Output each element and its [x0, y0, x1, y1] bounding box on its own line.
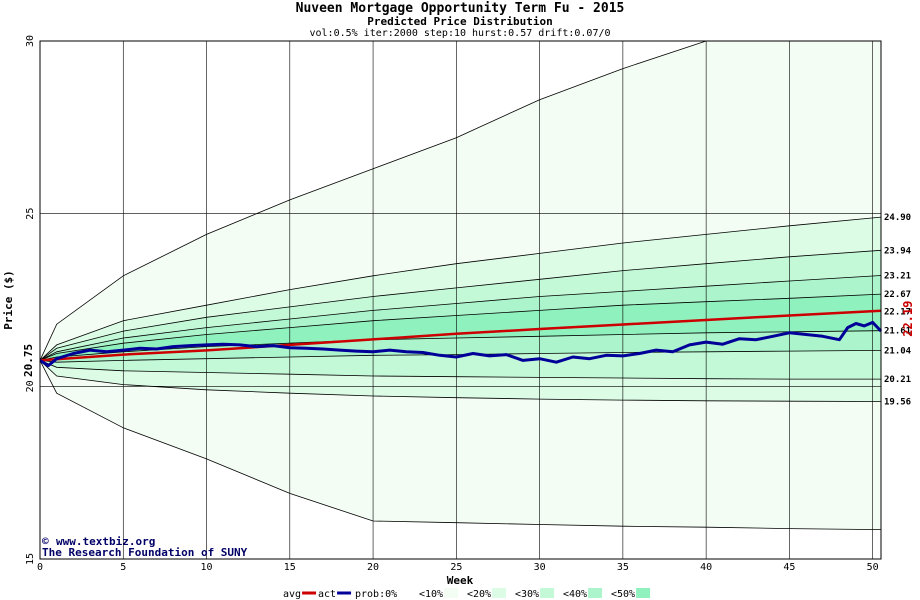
band-end-label: 21.61: [884, 327, 911, 337]
band-boundary-9: [39, 360, 882, 402]
chart-params: vol:0.5% iter:2000 step:10 hurst:0.57 dr…: [309, 28, 610, 39]
x-tick-label: 50: [867, 562, 879, 573]
legend-10-label: <10%: [419, 589, 443, 600]
band-end-label: 21.04: [884, 346, 912, 356]
band-boundary-2: [39, 216, 882, 361]
y-axis-label: Price ($): [2, 270, 15, 330]
credit: © www.textbiz.org The Research Foundatio…: [42, 535, 248, 559]
y-tick-label: 20: [25, 380, 36, 392]
legend: avg act prob:0% <10% <20% <30% <40% <50%: [283, 588, 651, 600]
band-end-label: 22.17: [884, 307, 911, 317]
band-end-label: 22.67: [884, 290, 911, 300]
band-boundary-10: [39, 360, 882, 530]
y-axis-ticks: 15 20 25 30: [25, 35, 36, 565]
chart-title: Nuveen Mortgage Opportunity Term Fu - 20…: [296, 1, 625, 16]
x-axis-label: Week: [447, 574, 474, 587]
band-boundary-3: [39, 249, 882, 361]
legend-swatch: [398, 588, 413, 598]
copyright-icon: ©: [42, 535, 49, 548]
band-boundary-8: [39, 360, 881, 380]
chart-subtitle: Predicted Price Distribution: [367, 15, 552, 28]
band-5-area: [40, 294, 881, 361]
x-tick-label: 10: [201, 562, 213, 573]
plot-area: [39, 40, 883, 560]
legend-avg-label: avg: [283, 589, 301, 600]
y-tick-label: 25: [25, 208, 36, 220]
x-tick-label: 45: [783, 562, 795, 573]
x-tick-label: 25: [450, 562, 462, 573]
x-tick-label: 35: [617, 562, 629, 573]
legend-20-label: <20%: [467, 589, 491, 600]
y-tick-label: 15: [25, 553, 36, 565]
series-avg-line: [39, 309, 882, 362]
band-end-label: 19.56: [884, 398, 911, 408]
band-boundary-5: [39, 293, 882, 361]
credit-url: www.textbiz.org: [56, 535, 155, 548]
legend-swatch: [540, 588, 555, 598]
legend-swatch: [492, 588, 507, 598]
y-tick-label: 30: [25, 35, 36, 47]
x-axis-ticks: 0 5 10 15 20 25 30 35 40 45 50: [37, 562, 879, 573]
band-boundary-7: [39, 350, 882, 363]
plot-frame: [39, 40, 882, 560]
band-boundary-4: [39, 275, 882, 361]
legend-50-label: <50%: [611, 589, 635, 600]
legend-swatch: [444, 588, 459, 598]
last-price-label: 22.19: [901, 301, 915, 337]
band-end-labels: 24.90 23.94 23.21 22.67 22.17 21.61 21.04 20.21…: [884, 213, 912, 407]
x-tick-label: 5: [120, 562, 126, 573]
start-price-label: 20.75: [22, 344, 35, 377]
band-end-label: 24.90: [884, 213, 911, 223]
legend-40-label: <40%: [563, 589, 587, 600]
band-end-label: 23.94: [884, 246, 912, 256]
legend-act-label: act: [318, 589, 336, 600]
series-act-line: [39, 320, 883, 368]
series-lines: [39, 309, 883, 368]
legend-30-label: <30%: [515, 589, 539, 600]
x-tick-label: 15: [284, 562, 296, 573]
x-tick-label: 20: [367, 562, 379, 573]
band-end-label: 20.21: [884, 375, 911, 385]
credit-org: The Research Foundation of SUNY: [42, 546, 248, 559]
legend-swatch: [588, 588, 603, 598]
x-tick-label: 30: [534, 562, 546, 573]
band-end-label: 23.21: [884, 271, 911, 281]
legend-swatch: [636, 588, 651, 598]
legend-prob0-label: prob:0%: [355, 589, 397, 600]
x-tick-label: 0: [37, 562, 43, 573]
x-tick-label: 40: [700, 562, 712, 573]
